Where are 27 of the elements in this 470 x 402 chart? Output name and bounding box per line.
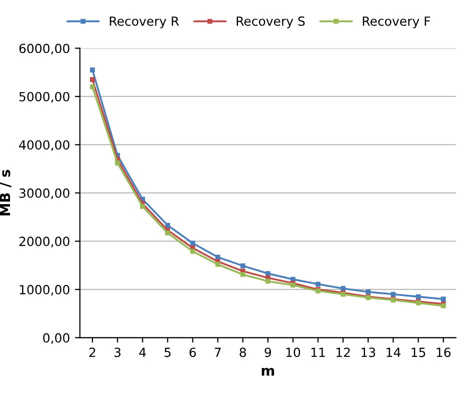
x-tick-label: 14 xyxy=(386,348,400,357)
y-tick-label: 0,00 xyxy=(43,333,70,344)
x-axis-title: m xyxy=(262,368,274,376)
y-tick-label: 3000,00 xyxy=(19,188,70,200)
y-tick-label: 2000,00 xyxy=(19,236,70,248)
x-tick-label: 13 xyxy=(362,348,376,358)
x-tick-label: 12 xyxy=(336,348,350,357)
legend-label: Recovery S xyxy=(236,16,305,28)
x-tick-label: 3 xyxy=(114,348,120,358)
y-tick-label: 6000,00 xyxy=(19,44,70,54)
legend-label: Recovery R xyxy=(110,16,179,28)
y-tick-label: 5000,00 xyxy=(19,92,70,103)
x-tick-label: 7 xyxy=(214,348,221,357)
x-tick-label: 10 xyxy=(286,348,300,358)
x-tick-label: 11 xyxy=(311,348,325,357)
y-axis-title: MB / s xyxy=(0,170,12,216)
x-tick-label: 15 xyxy=(412,348,426,358)
x-tick-label: 5 xyxy=(164,348,171,358)
legend-label: Recovery F xyxy=(362,16,430,28)
y-tick-label: 4000,00 xyxy=(19,140,70,151)
x-tick-label: 16 xyxy=(436,348,451,358)
x-tick-label: 4 xyxy=(139,348,146,357)
x-tick-label: 6 xyxy=(190,348,196,358)
y-tick-label: 1000,00 xyxy=(20,284,70,296)
x-tick-label: 9 xyxy=(264,348,271,358)
x-tick-label: 8 xyxy=(240,348,246,358)
x-tick-label: 2 xyxy=(89,348,96,357)
